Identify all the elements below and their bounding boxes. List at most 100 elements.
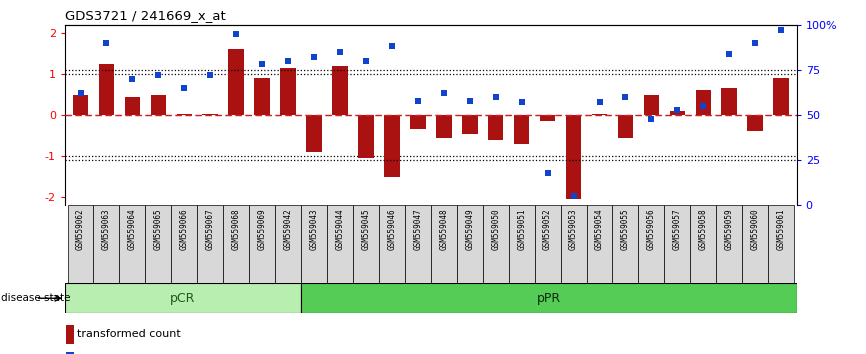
- Bar: [690, 205, 716, 283]
- Bar: [565, 115, 581, 199]
- Text: GSM559069: GSM559069: [258, 209, 267, 250]
- Text: GSM559066: GSM559066: [180, 209, 189, 250]
- Bar: [66, 352, 74, 354]
- Bar: [586, 205, 612, 283]
- Bar: [177, 114, 192, 115]
- Text: GSM559044: GSM559044: [335, 209, 345, 250]
- Text: GSM559048: GSM559048: [439, 209, 449, 250]
- Bar: [617, 115, 633, 138]
- Point: [100, 40, 113, 46]
- Point: [204, 73, 217, 78]
- Bar: [73, 95, 88, 115]
- Point: [722, 51, 736, 57]
- Point: [436, 91, 450, 96]
- Bar: [456, 205, 482, 283]
- Bar: [508, 205, 534, 283]
- Point: [281, 58, 295, 64]
- Bar: [695, 90, 711, 115]
- Text: GSM559064: GSM559064: [128, 209, 137, 250]
- Text: GSM559052: GSM559052: [543, 209, 553, 250]
- Point: [359, 58, 373, 64]
- Point: [126, 76, 139, 82]
- Point: [488, 94, 502, 100]
- Bar: [534, 205, 560, 283]
- Bar: [65, 283, 301, 313]
- Point: [566, 193, 580, 199]
- Text: GSM559068: GSM559068: [232, 209, 241, 250]
- Bar: [643, 95, 659, 115]
- Text: GSM559057: GSM559057: [673, 209, 682, 250]
- Bar: [307, 115, 322, 152]
- Bar: [255, 78, 270, 115]
- Bar: [612, 205, 638, 283]
- Bar: [436, 115, 451, 138]
- Point: [696, 103, 710, 109]
- Bar: [410, 115, 426, 130]
- Text: GSM559042: GSM559042: [283, 209, 293, 250]
- Bar: [462, 115, 477, 133]
- Bar: [359, 115, 374, 158]
- Bar: [301, 283, 797, 313]
- Text: GSM559049: GSM559049: [465, 209, 475, 250]
- Text: GSM559047: GSM559047: [413, 209, 423, 250]
- Text: GSM559056: GSM559056: [647, 209, 656, 250]
- Bar: [66, 325, 74, 344]
- Bar: [99, 64, 114, 115]
- Bar: [385, 115, 400, 177]
- Point: [462, 98, 476, 103]
- Point: [540, 170, 554, 176]
- Bar: [229, 50, 244, 115]
- Point: [592, 99, 606, 105]
- Point: [307, 55, 321, 60]
- Text: GSM559045: GSM559045: [361, 209, 371, 250]
- Point: [514, 99, 528, 105]
- Text: GSM559067: GSM559067: [206, 209, 215, 250]
- Bar: [482, 205, 508, 283]
- Point: [74, 91, 87, 96]
- Bar: [742, 205, 768, 283]
- Bar: [773, 78, 789, 115]
- Bar: [275, 205, 301, 283]
- Text: GSM559062: GSM559062: [76, 209, 85, 250]
- Bar: [151, 95, 166, 115]
- Point: [644, 116, 658, 121]
- Text: pCR: pCR: [171, 292, 196, 305]
- Bar: [638, 205, 664, 283]
- Text: GSM559050: GSM559050: [491, 209, 501, 250]
- Text: disease state: disease state: [1, 293, 70, 303]
- Text: transformed count: transformed count: [77, 329, 181, 339]
- Point: [774, 27, 788, 33]
- Text: GSM559058: GSM559058: [699, 209, 708, 250]
- Text: GDS3721 / 241669_x_at: GDS3721 / 241669_x_at: [65, 9, 226, 22]
- Text: GSM559046: GSM559046: [387, 209, 397, 250]
- Text: GSM559060: GSM559060: [751, 209, 759, 250]
- Bar: [327, 205, 353, 283]
- Bar: [281, 68, 296, 115]
- Text: GSM559053: GSM559053: [569, 209, 578, 250]
- Bar: [353, 205, 379, 283]
- Bar: [405, 205, 430, 283]
- Bar: [301, 205, 327, 283]
- Bar: [716, 205, 742, 283]
- Bar: [145, 205, 171, 283]
- Bar: [747, 115, 763, 131]
- Bar: [664, 205, 690, 283]
- Bar: [669, 111, 685, 115]
- Text: GSM559051: GSM559051: [517, 209, 527, 250]
- Bar: [333, 66, 348, 115]
- Text: GSM559063: GSM559063: [102, 209, 111, 250]
- Bar: [249, 205, 275, 283]
- Text: GSM559055: GSM559055: [621, 209, 630, 250]
- Bar: [560, 205, 586, 283]
- Bar: [488, 115, 503, 140]
- Text: GSM559065: GSM559065: [154, 209, 163, 250]
- Point: [229, 31, 243, 37]
- Point: [618, 94, 632, 100]
- Bar: [430, 205, 456, 283]
- Bar: [120, 205, 145, 283]
- Point: [255, 62, 269, 67]
- Point: [670, 107, 684, 113]
- Bar: [721, 88, 737, 115]
- Bar: [514, 115, 529, 144]
- Bar: [379, 205, 405, 283]
